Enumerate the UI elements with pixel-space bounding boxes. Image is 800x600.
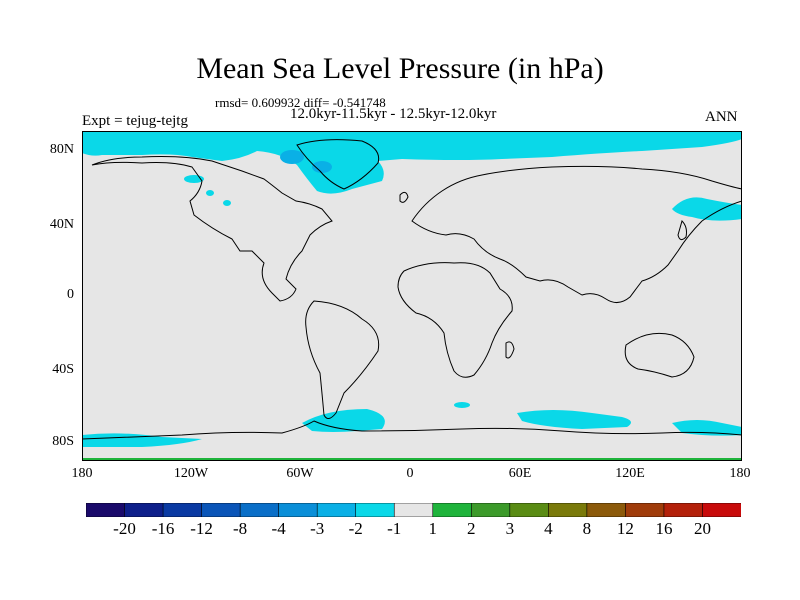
colorbar-cell (124, 503, 164, 517)
colorbar-cell (201, 503, 241, 517)
lat-tick-40n: 40N (49, 217, 74, 232)
map-title: Mean Sea Level Pressure (in hPa) (196, 52, 604, 85)
periods-line: 12.0kyr-11.5kyr - 12.5kyr-12.0kyr (290, 106, 497, 122)
experiment-label: Expt = tejug-tejtg (82, 113, 188, 129)
colorbar-cell (586, 503, 627, 517)
colorbar-cell (625, 503, 665, 517)
colorbar-label: 8 (582, 519, 592, 538)
colorbar-cell (509, 503, 549, 517)
colorbar-cell (663, 503, 704, 517)
colorbar (86, 503, 741, 517)
greenland-anomaly (312, 161, 332, 173)
lat-tick-eq: 0 (67, 287, 74, 302)
lon-tick-60w: 60W (286, 466, 314, 481)
lat-tick-40s: 40S (52, 362, 74, 377)
africa-coast (397, 262, 513, 378)
colorbar-cell (702, 503, 741, 517)
colorbar-cell (278, 503, 318, 517)
lat-tick-80n: 80N (49, 142, 74, 157)
lon-tick-0: 0 (406, 466, 414, 481)
map-frame (82, 131, 742, 461)
colorbar-cell (355, 503, 395, 517)
colorbar-label: -20 (113, 519, 136, 538)
anomaly-shading (82, 131, 742, 447)
lat-tick-80s: 80S (52, 434, 74, 449)
arctic-anomaly (82, 131, 742, 194)
colorbar-label: 20 (693, 519, 711, 538)
antarctic-coastal-anomaly (82, 433, 202, 447)
map-panel (82, 131, 742, 461)
colorbar-cell (316, 503, 357, 517)
colorbar-label: -8 (233, 519, 248, 538)
colorbar-label: -1 (387, 519, 402, 538)
uk-coast (399, 191, 409, 203)
greenland-coast (296, 139, 380, 190)
pacific-northwest-anomaly (672, 197, 742, 221)
colorbar-label: -2 (348, 519, 363, 538)
southern-ocean-anomaly-3 (672, 420, 742, 436)
strong-anomaly-shading (280, 150, 332, 173)
colorbar-cell (239, 503, 280, 517)
lon-tick-120e: 120E (615, 466, 645, 481)
eurasia-coast (411, 165, 742, 303)
lon-tick-180e: 180 (729, 466, 751, 481)
colorbar-cell (86, 503, 126, 517)
colorbar-cell (162, 503, 203, 517)
canada-anomaly-dot-2 (223, 200, 231, 206)
southern-ocean-dot (454, 402, 470, 408)
canada-anomaly-dot (206, 190, 214, 196)
stats-line: rmsd= 0.609932 diff= -0.541748 (215, 95, 386, 110)
southern-ocean-anomaly-2 (517, 410, 631, 429)
colorbar-cell (432, 503, 472, 517)
colorbar-label: 4 (544, 519, 553, 538)
colorbar-cell (548, 503, 588, 517)
colorbar-label: 1 (428, 519, 438, 538)
lon-tick-60e: 60E (508, 466, 532, 481)
colorbar-label: 3 (505, 519, 515, 538)
colorbar-label: -12 (190, 519, 213, 538)
colorbar-label: -16 (151, 519, 175, 538)
positive-anomaly-band (82, 458, 742, 461)
baffin-anomaly (280, 150, 304, 164)
australia-coast (624, 332, 695, 378)
lon-tick-120w: 120W (173, 466, 209, 481)
season-label: ANN (705, 109, 738, 125)
ocean-background (82, 131, 742, 461)
colorbar-label: 16 (655, 519, 673, 538)
north-america-coast (91, 156, 333, 302)
madagascar-coast (505, 341, 515, 359)
colorbar-label: -4 (271, 519, 286, 538)
colorbar-label: 12 (616, 519, 634, 538)
southern-ocean-anomaly (302, 409, 385, 432)
japan-coast (677, 220, 687, 241)
colorbar-cell (393, 503, 434, 517)
colorbar-label: -3 (310, 519, 325, 538)
colorbar-label: 2 (467, 519, 476, 538)
lon-tick-180w: 180 (71, 466, 93, 481)
coastlines (82, 139, 742, 440)
colorbar-cell (470, 503, 511, 517)
south-america-coast (305, 300, 380, 419)
antarctica-coast (82, 420, 742, 440)
